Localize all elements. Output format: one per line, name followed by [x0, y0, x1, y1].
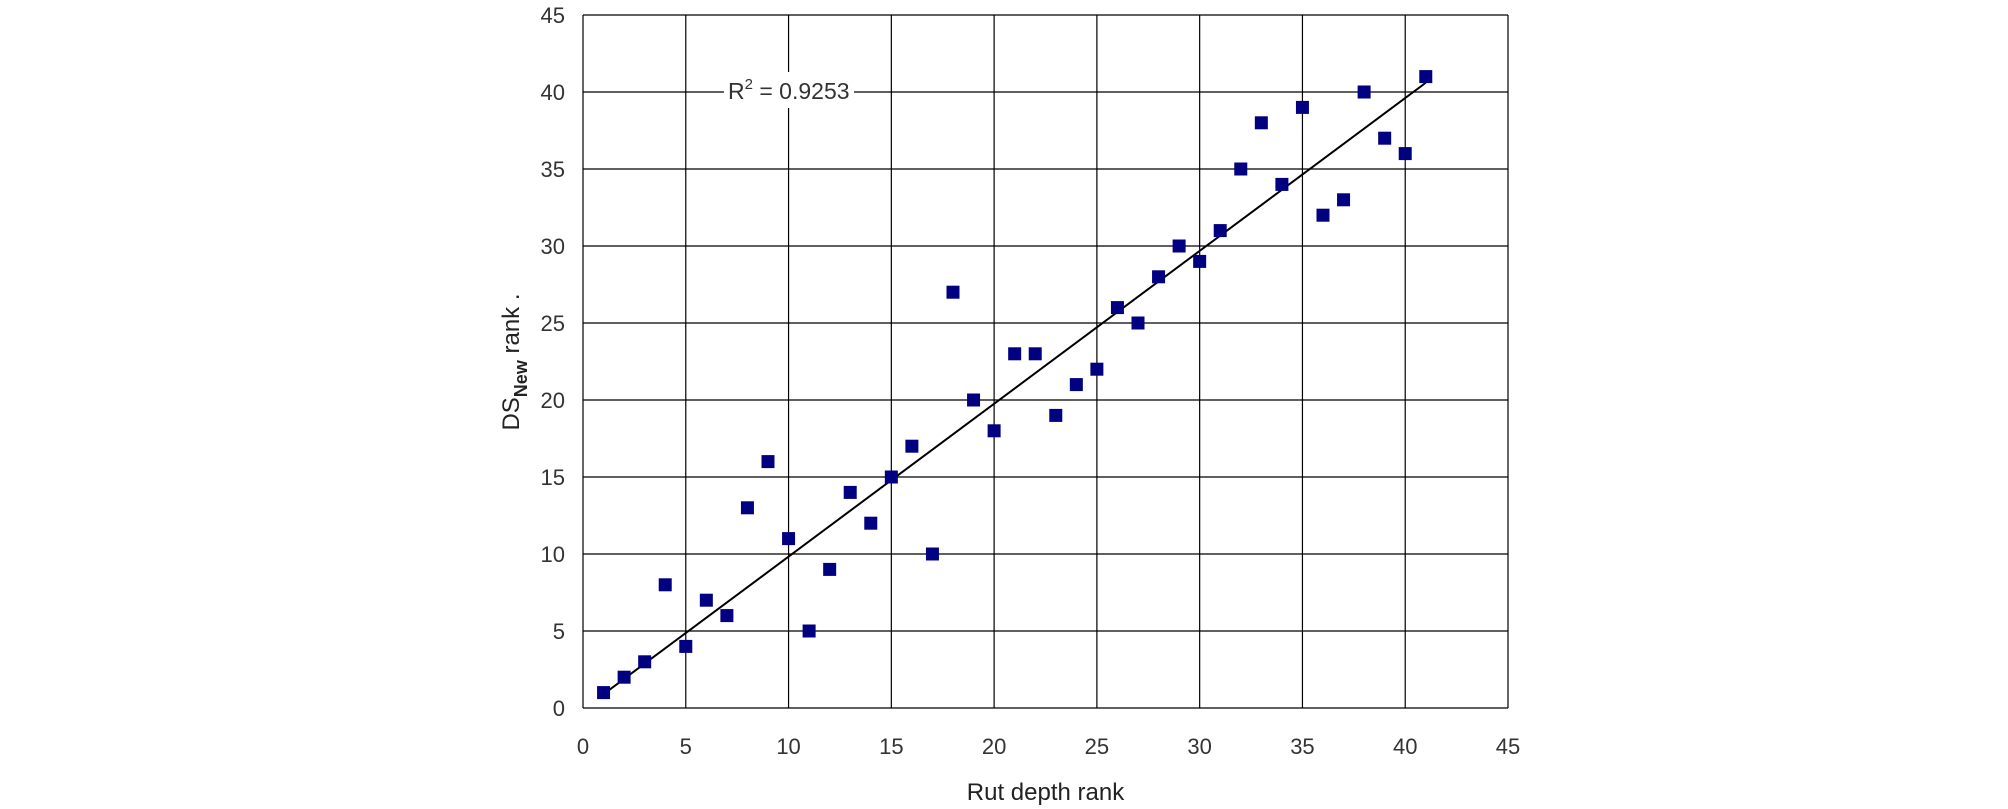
data-point — [1419, 70, 1433, 84]
data-point — [1275, 177, 1289, 191]
data-point — [1398, 147, 1412, 161]
x-tick-label: 45 — [1496, 734, 1520, 759]
data-point — [967, 393, 981, 407]
data-point — [1234, 162, 1248, 176]
gridlines — [582, 14, 1509, 709]
y-tick-label: 10 — [541, 542, 565, 567]
r-squared-value: = 0.9253 — [753, 78, 850, 104]
data-point — [823, 562, 837, 576]
data-point — [1295, 100, 1309, 114]
data-point — [1378, 131, 1392, 145]
y-tick-label: 40 — [541, 80, 565, 105]
data-point — [1316, 208, 1330, 222]
r-squared-superscript: 2 — [745, 76, 753, 93]
r-squared-base: R — [728, 78, 745, 104]
data-point — [946, 285, 960, 299]
y-tick-label: 30 — [541, 234, 565, 259]
data-point — [617, 670, 631, 684]
data-point — [1069, 378, 1083, 392]
data-point — [1131, 316, 1145, 330]
y-tick-label: 5 — [553, 619, 565, 644]
r-squared-annotation: R2 = 0.9253 — [724, 72, 854, 108]
data-point — [987, 424, 1001, 438]
y-axis-label-subscript: New — [511, 359, 531, 397]
y-tick-label: 25 — [541, 311, 565, 336]
x-tick-label: 15 — [879, 734, 903, 759]
y-tick-labels: 0 5 10 15 20 25 30 35 40 45 — [541, 3, 565, 721]
x-tick-label: 40 — [1393, 734, 1417, 759]
x-tick-labels: 0 5 10 15 20 25 30 35 40 45 — [577, 734, 1520, 759]
x-tick-label: 10 — [776, 734, 800, 759]
data-point — [802, 624, 816, 638]
x-tick-label: 20 — [982, 734, 1006, 759]
data-point — [1213, 224, 1227, 238]
data-point — [720, 609, 734, 623]
data-point — [740, 501, 754, 515]
y-axis-label: DSNew rank . — [498, 293, 531, 430]
data-point — [905, 439, 919, 453]
data-point — [658, 578, 672, 592]
annotation-background — [724, 72, 854, 108]
plot-background — [583, 15, 1508, 708]
x-tick-label: 35 — [1290, 734, 1314, 759]
y-axis-label-main: DS — [498, 397, 525, 430]
y-tick-label: 15 — [541, 465, 565, 490]
data-point — [1193, 254, 1207, 268]
data-point — [1049, 408, 1063, 422]
y-tick-label: 45 — [541, 3, 565, 28]
data-point — [597, 686, 611, 700]
trendline — [602, 81, 1427, 695]
r-squared-label: R2 = 0.9253 — [728, 76, 850, 104]
y-axis-label-suffix: rank . — [498, 293, 525, 360]
data-point — [884, 470, 898, 484]
data-point — [1172, 239, 1186, 253]
data-point — [1110, 301, 1124, 315]
data-point — [1028, 347, 1042, 361]
data-point — [782, 532, 796, 546]
data-point — [1090, 362, 1104, 376]
data-point — [925, 547, 939, 561]
data-point — [761, 455, 775, 469]
data-point — [1337, 193, 1351, 207]
data-point — [1152, 270, 1166, 284]
y-tick-label: 0 — [553, 696, 565, 721]
data-point — [1357, 85, 1371, 99]
data-point — [1254, 116, 1268, 130]
x-tick-label: 25 — [1085, 734, 1109, 759]
data-point — [1008, 347, 1022, 361]
data-point — [843, 485, 857, 499]
x-axis-label: Rut depth rank — [967, 779, 1125, 806]
x-tick-label: 30 — [1187, 734, 1211, 759]
data-point — [638, 655, 652, 669]
data-point — [679, 639, 693, 653]
data-point — [864, 516, 878, 530]
data-point — [699, 593, 713, 607]
x-tick-label: 0 — [577, 734, 589, 759]
x-tick-label: 5 — [680, 734, 692, 759]
y-tick-label: 35 — [541, 157, 565, 182]
y-tick-label: 20 — [541, 388, 565, 413]
data-points — [597, 70, 1433, 700]
